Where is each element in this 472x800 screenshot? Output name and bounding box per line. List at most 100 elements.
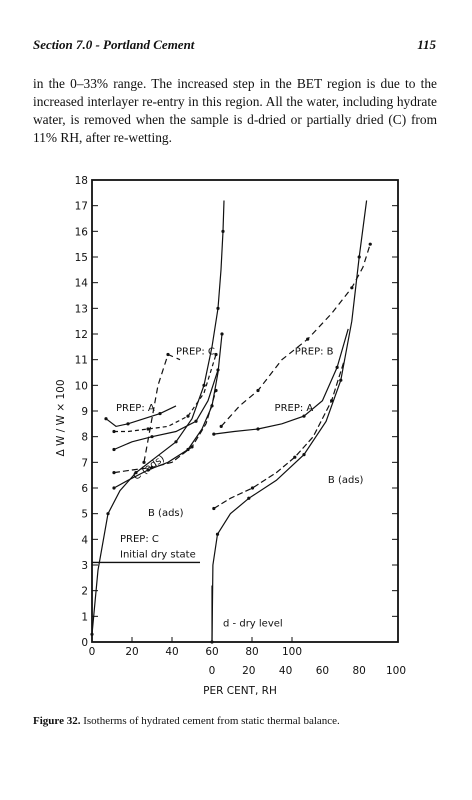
left-isotherm-5	[105, 405, 177, 428]
left-isotherm-point	[186, 414, 190, 418]
right-isotherm-point	[357, 255, 361, 259]
left-isotherm-point	[216, 306, 220, 310]
right-isotherm-point	[350, 286, 354, 290]
running-header: Section 7.0 - Portland Cement 115	[33, 37, 436, 55]
left-isotherm-point	[186, 447, 190, 452]
right-isotherm-point	[256, 427, 260, 431]
y-tick-label: 2	[81, 586, 88, 598]
left-isotherm-point	[220, 332, 224, 336]
right-isotherm-point	[212, 432, 216, 436]
right-isotherm-point	[339, 378, 343, 382]
annotation-prep-a-right: PREP: A	[275, 403, 314, 414]
left-isotherm-point	[214, 388, 218, 393]
x-tick-label: 100	[282, 646, 302, 658]
y-tick-label: 16	[75, 226, 89, 238]
right-isotherm-point	[293, 455, 297, 459]
y-tick-label: 13	[75, 303, 88, 315]
left-isotherm-3	[113, 369, 219, 451]
left-isotherm-point	[112, 447, 116, 452]
x-tick-label-lower: 0	[209, 665, 216, 677]
y-tick-label: 6	[81, 483, 88, 495]
y-tick-label: 3	[81, 560, 88, 572]
left-isotherm-point	[158, 411, 162, 416]
caption-text: Isotherms of hydrated cement from static…	[80, 715, 340, 727]
left-isotherm-point	[106, 512, 110, 516]
y-tick-label: 12	[75, 329, 88, 341]
right-isotherm-point	[368, 242, 372, 246]
right-isotherm-point	[250, 486, 255, 490]
left-isotherm-point	[142, 460, 146, 464]
section-title: Section 7.0 - Portland Cement	[33, 37, 195, 52]
y-tick-label: 4	[81, 534, 88, 546]
left-isotherm-point	[202, 383, 206, 387]
annotation-prep-b: PREP: B	[295, 347, 334, 358]
left-isotherm-point	[126, 422, 130, 426]
y-tick-label: 1	[81, 611, 88, 623]
annotation-c-ads: C (ads)	[131, 453, 167, 483]
annotation-prep-a-left: PREP: A	[116, 403, 155, 414]
right-isotherm-1	[213, 359, 346, 510]
y-tick-label: 5	[81, 509, 88, 521]
right-isotherm-point	[212, 506, 216, 511]
left-isotherm-4	[114, 354, 217, 433]
right-isotherm-point	[302, 453, 306, 457]
left-isotherm-point	[221, 229, 225, 233]
annotation-d-dry-level: d - dry level	[223, 619, 283, 630]
x-tick-label: 0	[89, 646, 96, 658]
left-isotherm-point	[216, 368, 220, 372]
annotation-b-ads-right: B (ads)	[328, 475, 364, 486]
left-isotherm-point	[174, 440, 178, 444]
annotation-b-ads-left: B (ads)	[148, 508, 184, 519]
x-tick-label-lower: 20	[242, 665, 255, 677]
y-tick-label: 17	[75, 201, 88, 213]
annotation-initial-dry-state: Initial dry state	[120, 549, 196, 560]
left-isotherm-point	[166, 352, 170, 357]
left-isotherm-point	[150, 465, 154, 470]
left-isotherm-point	[112, 486, 116, 490]
page-number: 115	[417, 37, 436, 52]
y-tick-label: 18	[75, 175, 88, 187]
y-tick-label: 11	[75, 355, 88, 367]
y-axis-label: Δ W / W × 100	[55, 379, 67, 456]
right-isotherm-0	[211, 200, 368, 643]
y-tick-label: 7	[81, 457, 88, 469]
left-isotherm-point	[112, 429, 116, 434]
annotation-prep-c-top: PREP: C	[176, 347, 215, 358]
right-isotherm-point	[302, 414, 306, 418]
right-isotherm-point	[219, 424, 223, 428]
x-axis-label: PER CENT, RH	[203, 685, 277, 697]
figure-caption: Figure 32. Isotherms of hydrated cement …	[33, 715, 437, 727]
right-isotherm-point	[330, 399, 334, 403]
x-tick-label: 40	[165, 646, 178, 658]
x-tick-label-lower: 100	[386, 665, 406, 677]
left-isotherm-point	[146, 468, 150, 472]
y-tick-label: 15	[75, 252, 88, 264]
left-isotherm-point	[112, 471, 116, 475]
x-tick-label: 60	[205, 646, 218, 658]
left-isotherm-6	[143, 353, 181, 463]
right-isotherm-3	[220, 244, 371, 427]
left-isotherm-point	[150, 435, 154, 439]
y-tick-label: 0	[81, 637, 88, 649]
left-isotherm-point	[146, 427, 150, 431]
right-isotherm-point	[335, 365, 339, 369]
left-isotherm-point	[134, 471, 138, 475]
x-tick-label-lower: 60	[316, 665, 329, 677]
left-isotherm-point	[104, 417, 108, 421]
body-paragraph: in the 0–33% range. The increased step i…	[33, 76, 437, 145]
y-tick-label: 9	[81, 406, 88, 418]
left-isotherm-point	[90, 632, 94, 636]
x-tick-label: 20	[125, 646, 138, 658]
x-tick-label-lower: 40	[279, 665, 292, 677]
figure-32: 0 1 2 3 4 5 6 7 8 9 10 11 12 13 14 15 16 17 18 0 20 40 60 80 100…	[40, 168, 440, 713]
y-tick-label: 14	[75, 278, 89, 290]
y-tick-label: 8	[81, 432, 88, 444]
left-isotherm-2	[113, 390, 217, 474]
left-isotherm-point	[194, 419, 198, 423]
x-tick-label: 80	[245, 646, 258, 658]
right-isotherm-point	[215, 532, 220, 536]
right-isotherm-point	[256, 388, 260, 393]
annotation-prep-c-bottom: PREP: C	[120, 534, 159, 545]
